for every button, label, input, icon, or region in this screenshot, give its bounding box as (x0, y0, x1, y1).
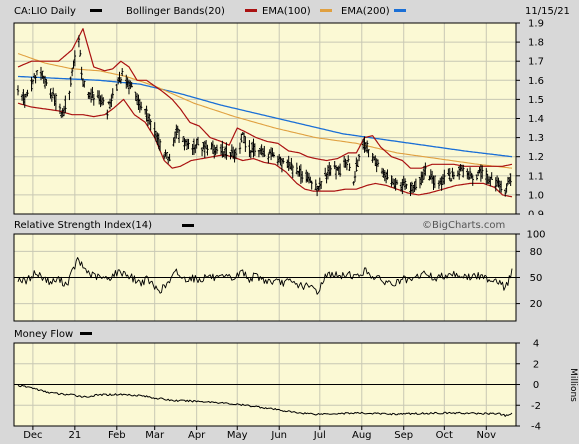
bollinger-label: Bollinger Bands(20) (126, 6, 225, 17)
chart-date: 11/15/21 (525, 6, 570, 17)
ema100-series (17, 53, 513, 169)
rsi-panel: Relative Strength Index(14) ©BigCharts.c… (0, 215, 579, 322)
price-tick-label: 1.4 (528, 114, 544, 125)
mf-unit-label: Millions (568, 368, 578, 402)
bollinger-series (17, 28, 513, 198)
price-panel: 0.91.01.11.21.31.41.51.61.71.81.9 (13, 19, 544, 221)
mf-tick-label: -4 (531, 422, 541, 433)
price-tick-label: 1.3 (528, 133, 544, 144)
x-tick-label: Jul (313, 430, 326, 441)
price-tick-label: 1.7 (528, 57, 544, 68)
rsi-title: Relative Strength Index(14) (14, 220, 152, 231)
mf-title: Money Flow (14, 329, 73, 340)
chart-header: CA:LIO Daily Bollinger Bands(20) EMA(100… (14, 6, 570, 17)
rsi-legend-swatch (182, 224, 194, 227)
price-tick-label: 1.2 (528, 152, 544, 163)
price-tick-label: 1.9 (528, 19, 544, 30)
rsi-axis-ticks: 20 50 80 100 (516, 230, 546, 310)
ema100-label: EMA(100) (262, 6, 311, 17)
price-tick-label: 1.0 (528, 190, 544, 201)
rsi-tick-label: 50 (530, 273, 543, 284)
watermark: ©BigCharts.com (422, 220, 505, 231)
rsi-gridlines (14, 234, 516, 321)
x-tick-label: Dec (23, 430, 42, 441)
rsi-tick-label: 100 (526, 230, 545, 241)
x-tick-label: May (227, 430, 248, 441)
price-legend-swatch (90, 9, 102, 12)
bollinger-legend-swatch (245, 9, 257, 12)
price-tick-label: 1.1 (528, 171, 544, 182)
ema200-line (18, 75, 513, 158)
mf-title-bar (0, 322, 579, 342)
ema200-legend-swatch (394, 9, 406, 12)
x-tick-label: Mar (145, 430, 165, 441)
x-tick-label: Feb (108, 430, 126, 441)
x-tick-label: Sep (394, 430, 413, 441)
mf-line (17, 384, 513, 417)
mf-series (17, 384, 513, 417)
rsi-line (17, 257, 513, 295)
rsi-series (17, 257, 513, 295)
mf-tick-label: 4 (533, 339, 539, 350)
x-axis: Dec 21 Feb Mar Apr May Jun Jul Aug Sep Oct Nov (23, 426, 496, 441)
x-tick-label: Jun (270, 430, 287, 441)
mf-axis-ticks: -4 -2 0 2 4 (516, 339, 541, 433)
ema200-label: EMA(200) (341, 6, 390, 17)
rsi-tick-label: 20 (530, 299, 543, 310)
ema100-legend-swatch (320, 9, 332, 12)
x-tick-label: 21 (68, 430, 81, 441)
bollinger-upper-line (17, 28, 513, 169)
mf-tick-label: 0 (533, 380, 539, 391)
ema200-series (18, 75, 513, 158)
price-tick-label: 1.8 (528, 38, 544, 49)
price-axis-ticks: 0.91.01.11.21.31.41.51.61.71.81.9 (516, 19, 544, 221)
price-tick-label: 1.5 (528, 95, 544, 106)
price-bars-series (16, 35, 512, 197)
mf-tick-label: -2 (531, 401, 541, 412)
price-tick-label: 1.6 (528, 76, 544, 87)
rsi-tick-label: 80 (530, 247, 543, 258)
money-flow-panel: Money Flow -4 -2 0 2 4 Millions (0, 322, 579, 433)
bollinger-lower-line (17, 98, 513, 198)
rsi-title-bar (0, 215, 579, 233)
x-tick-label: Aug (352, 430, 372, 441)
mf-tick-label: 2 (533, 359, 539, 370)
ticker-label: CA:LIO Daily (14, 6, 76, 17)
mf-legend-swatch (80, 332, 92, 335)
ema100-line (17, 53, 513, 169)
x-tick-label: Oct (436, 430, 453, 441)
x-tick-label: Nov (477, 430, 497, 441)
mf-gridlines (14, 343, 516, 426)
x-tick-label: Apr (188, 430, 206, 441)
